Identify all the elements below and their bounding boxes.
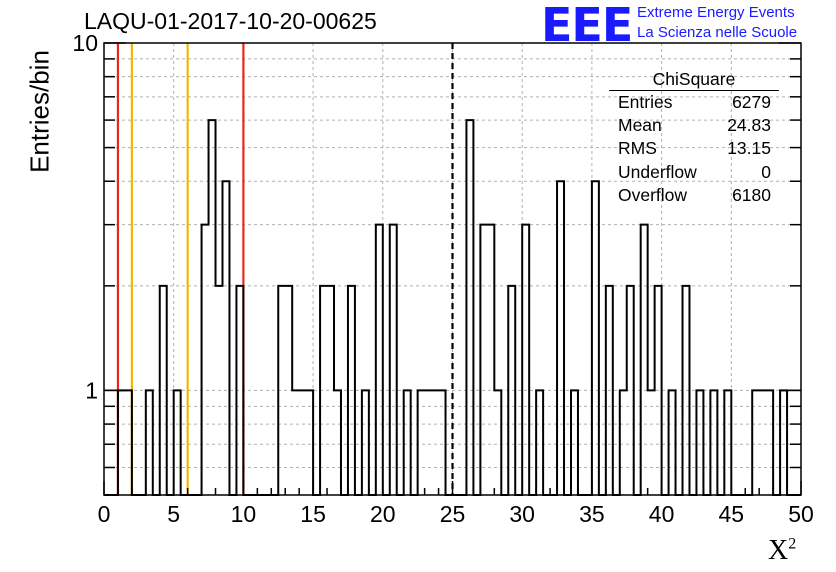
stats-row: RMS 13.15 (609, 137, 779, 160)
y-tick-label: 1 (85, 377, 98, 403)
stats-box: ChiSquare Entries 6279 Mean 24.83 RMS 13… (609, 68, 779, 207)
x-tick-label: 10 (231, 501, 257, 527)
stats-row: Entries 6279 (609, 91, 779, 114)
stats-label: RMS (618, 138, 657, 159)
x-axis-label-base: X (768, 535, 789, 566)
x-tick-label: 0 (98, 501, 111, 527)
histogram-outline (104, 119, 801, 496)
x-tick-label: 15 (300, 501, 326, 527)
reference-lines (116, 43, 454, 495)
x-tick-label: 20 (370, 501, 396, 527)
logo-line-1: Extreme Energy Events (637, 4, 795, 21)
x-tick-labels: 0 5 10 15 20 25 30 35 40 45 50 (98, 501, 814, 527)
eee-logo: EEE (541, 0, 633, 52)
x-tick-label: 30 (509, 501, 535, 527)
stats-value: 24.83 (727, 115, 771, 136)
x-tick-label: 50 (788, 501, 814, 527)
x-tick-label: 5 (167, 501, 180, 527)
stats-label: Overflow (618, 184, 688, 205)
stats-value: 13.15 (727, 138, 771, 159)
stats-row: Mean 24.83 (609, 114, 779, 137)
stats-row: Overflow 6180 (609, 184, 779, 207)
y-tick-label: 10 (72, 30, 98, 56)
stats-label: Entries (618, 92, 673, 112)
stats-row: Underflow 0 (609, 161, 779, 184)
y-axis-label: Entries/bin (24, 50, 55, 173)
logo-line-2: La Scienza nelle Scuole (637, 24, 798, 41)
stats-value: 0 (761, 161, 771, 182)
axis-ticks (103, 42, 802, 495)
x-tick-label: 25 (440, 501, 466, 527)
x-tick-label: 40 (649, 501, 675, 527)
x-axis-label-superscript: 2 (788, 535, 797, 553)
stats-label: Underflow (618, 161, 697, 182)
chart-title: LAQU-01-2017-10-20-00625 (84, 8, 377, 34)
stats-label: Mean (618, 115, 662, 136)
stats-title: ChiSquare (609, 68, 779, 91)
stats-value: 6180 (732, 184, 771, 205)
y-tick-labels: 1 10 (72, 30, 98, 403)
x-tick-label: 35 (579, 501, 605, 527)
x-axis-label: X2 (768, 535, 796, 567)
stats-value: 6279 (732, 92, 771, 112)
x-tick-label: 45 (719, 501, 745, 527)
